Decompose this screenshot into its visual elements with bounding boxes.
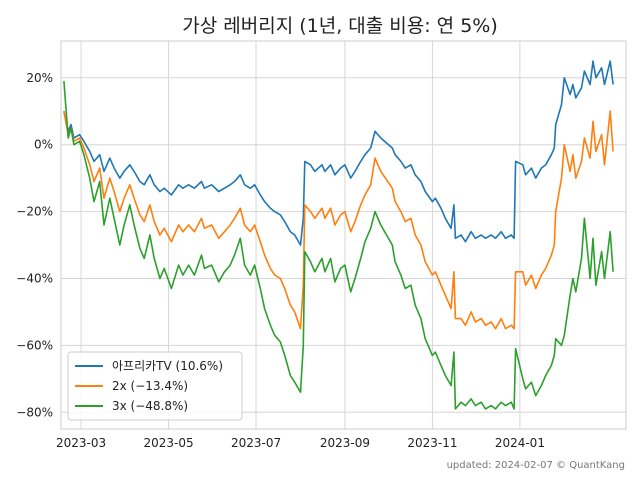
series-layer bbox=[63, 60, 614, 410]
legend-label-1: 아프리카TV (10.6%) bbox=[112, 359, 223, 373]
legend: 아프리카TV (10.6%) 2x (−13.4%) 3x (−48.8%) bbox=[67, 351, 243, 421]
chart-title: 가상 레버리지 (1년, 대출 비용: 연 5%) bbox=[182, 15, 498, 37]
footer-credit: updated: 2024-02-07 © QuantKang bbox=[447, 460, 625, 471]
y-tick-label: −40% bbox=[16, 271, 53, 285]
axes: 20% 0% −20% −40% −60% −80% 2023-03 2023-05 2023-… bbox=[16, 71, 545, 450]
y-tick-label: −80% bbox=[16, 405, 53, 419]
y-tick-label: −20% bbox=[16, 205, 53, 219]
y-tick-label: −60% bbox=[16, 338, 53, 352]
x-tick-label: 2023-05 bbox=[143, 436, 193, 450]
plot-area-frame bbox=[60, 40, 627, 430]
x-tick-label: 2023-09 bbox=[320, 436, 370, 450]
y-tick-label: 20% bbox=[26, 71, 53, 85]
legend-box bbox=[67, 351, 243, 421]
y-tick-label: 0% bbox=[34, 138, 53, 152]
legend-label-3: 3x (−48.8%) bbox=[112, 399, 188, 413]
series-line-1 bbox=[63, 60, 614, 246]
series-line-3 bbox=[63, 81, 614, 410]
x-tick-label: 2023-03 bbox=[56, 436, 106, 450]
series-line-2 bbox=[63, 110, 614, 330]
x-tick-label: 2024-01 bbox=[495, 436, 545, 450]
legend-label-2: 2x (−13.4%) bbox=[112, 379, 188, 393]
x-tick-label: 2023-11 bbox=[407, 436, 457, 450]
x-tick-label: 2023-07 bbox=[231, 436, 281, 450]
